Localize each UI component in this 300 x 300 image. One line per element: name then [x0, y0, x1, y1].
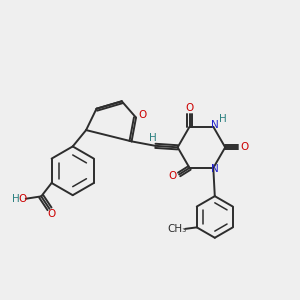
Text: H: H [219, 114, 227, 124]
Text: O: O [185, 103, 194, 113]
Text: N: N [211, 164, 219, 174]
Text: H: H [149, 134, 157, 143]
Text: O: O [169, 171, 177, 181]
Text: H: H [12, 194, 20, 204]
Text: CH₃: CH₃ [167, 224, 186, 234]
Text: O: O [48, 209, 56, 219]
Text: N: N [211, 120, 219, 130]
Text: O: O [19, 194, 27, 204]
Text: O: O [138, 110, 147, 120]
Text: O: O [240, 142, 248, 152]
